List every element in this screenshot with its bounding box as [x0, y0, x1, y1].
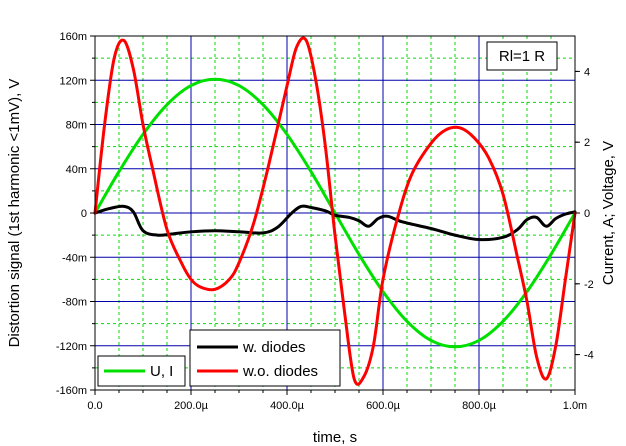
right-tick-label: 4	[584, 66, 590, 78]
legend-ui: U, I	[97, 355, 186, 387]
annotation-text: Rl=1 R	[499, 48, 545, 65]
tick-labels: 0.0 200.0µ 400.0µ 600.0µ 800.0µ 1.0m 160m 120m 8…	[56, 31, 594, 412]
left-tick-label: -160m	[56, 385, 87, 397]
legend-label-u-i: U, I	[150, 363, 173, 380]
ticks	[90, 35, 580, 395]
legend-label-w-diodes: w. diodes	[242, 339, 306, 356]
x-axis-title: time, s	[313, 429, 357, 446]
x-tick-label: 1.0m	[563, 400, 587, 412]
left-tick-label: -40m	[62, 252, 87, 264]
left-tick-label: 120m	[59, 75, 87, 87]
left-tick-label: 160m	[59, 31, 87, 43]
x-tick-label: 200.0µ	[174, 400, 209, 412]
x-tick-label: 600.0µ	[366, 400, 401, 412]
left-axis-title: Distortion signal (1st harmonic <1mV), V	[6, 79, 23, 348]
left-tick-label: -120m	[56, 341, 87, 353]
x-tick-label: 0.0	[87, 400, 102, 412]
series-line-u-i	[93, 77, 577, 349]
right-axis-title: Current, A; Voltage, V	[600, 141, 617, 285]
right-tick-label: 0	[584, 208, 590, 220]
series-layer	[93, 36, 577, 386]
left-tick-label: 0	[81, 208, 87, 220]
legend-diodes: w. diodes w.o. diodes	[189, 329, 341, 387]
series-line-w-diodes	[93, 204, 577, 242]
right-tick-label: -2	[584, 279, 594, 291]
x-tick-label: 800.0µ	[462, 400, 497, 412]
legend-label-wo-diodes: w.o. diodes	[242, 363, 318, 380]
series-line-wo-diodes	[93, 36, 577, 386]
right-tick-label: 2	[584, 137, 590, 149]
left-tick-label: 80m	[66, 120, 87, 132]
x-tick-label: 400.0µ	[270, 400, 305, 412]
left-tick-label: 40m	[66, 164, 87, 176]
right-tick-label: -4	[584, 350, 594, 362]
left-tick-label: -80m	[62, 297, 87, 309]
annotation-box: Rl=1 R	[486, 41, 558, 71]
